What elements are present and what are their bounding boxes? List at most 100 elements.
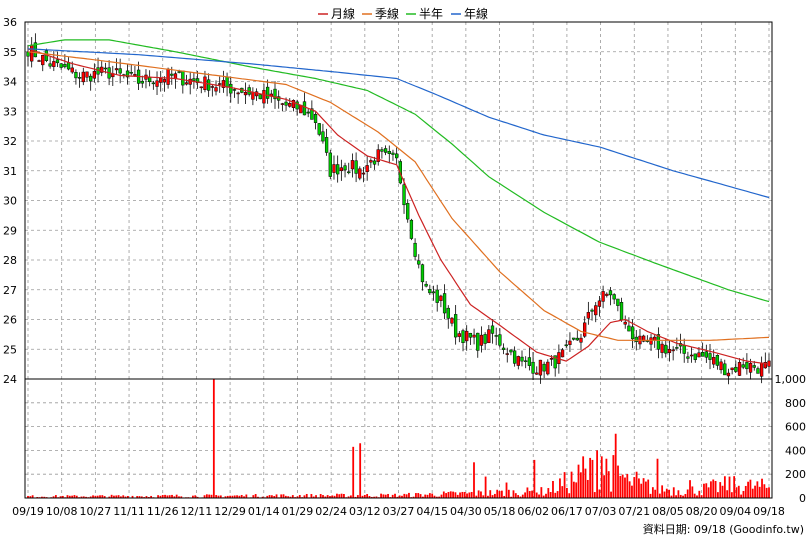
volume-bar <box>761 478 763 498</box>
candle-body <box>538 359 543 376</box>
volume-bar <box>684 494 687 498</box>
volume-bar <box>668 489 671 498</box>
volume-tick-label: 0 <box>799 492 806 505</box>
candle-body <box>505 353 509 355</box>
price-tick-label: 26 <box>3 314 17 327</box>
volume-bar <box>693 493 696 498</box>
volume-bar <box>603 475 605 498</box>
volume-bar <box>716 492 719 498</box>
volume-bar <box>528 491 531 498</box>
candle-body <box>262 90 266 104</box>
candle-body <box>748 362 753 373</box>
volume-bar <box>631 485 633 498</box>
candle-body <box>48 63 52 67</box>
volume-bar <box>161 495 164 498</box>
volume-bar <box>261 496 264 498</box>
candle-body <box>354 160 358 174</box>
candle-body <box>391 152 395 155</box>
candle-body <box>472 334 476 338</box>
volume-bar <box>686 489 689 498</box>
candle-body <box>369 160 373 163</box>
candle-body <box>616 298 620 306</box>
volume-bar <box>366 494 369 498</box>
volume-bar <box>324 496 327 498</box>
candle-body <box>63 64 67 68</box>
price-tick-label: 30 <box>3 195 17 208</box>
candle-body <box>560 349 565 358</box>
x-tick-label: 01/14 <box>248 505 280 518</box>
candle-body <box>435 289 439 303</box>
volume-bar <box>447 492 450 498</box>
volume-bar <box>579 472 582 498</box>
volume-bar <box>245 494 248 498</box>
ma-year-line <box>27 48 770 199</box>
volume-bar <box>82 496 85 498</box>
x-tick-label: 10/08 <box>46 505 78 518</box>
volume-bar <box>75 495 78 498</box>
candle-body <box>155 80 159 87</box>
legend: 月線 季線 半年 年線 <box>318 6 488 21</box>
volume-bar <box>521 494 524 498</box>
candle-body <box>365 165 369 172</box>
volume-bar <box>356 495 359 498</box>
candle-body <box>553 355 557 369</box>
volume-bar <box>675 495 677 498</box>
x-tick-label: 01/29 <box>282 505 314 518</box>
volume-bar <box>210 494 213 498</box>
candle-body <box>737 362 742 376</box>
candle-body <box>332 164 336 173</box>
candle-body <box>431 291 436 294</box>
candle-body <box>206 79 211 91</box>
candle-body <box>81 71 85 83</box>
price-tick-label: 32 <box>3 135 17 148</box>
volume-bar <box>310 494 313 498</box>
price-ticks: 24 25 26 27 28 29 30 31 32 33 34 35 36 <box>3 16 17 386</box>
volume-bar <box>456 494 459 498</box>
volume-bar <box>533 459 536 498</box>
volume-bar <box>754 485 756 498</box>
volume-bar <box>382 494 385 498</box>
candle-body <box>395 153 399 159</box>
volume-bar <box>651 487 654 498</box>
candle-body <box>575 337 579 341</box>
volume-bars <box>27 379 770 498</box>
candle-body <box>151 82 155 85</box>
candle-body <box>697 352 701 358</box>
candle-body <box>177 71 181 73</box>
volume-bar <box>238 495 241 498</box>
volume-bar <box>71 495 74 498</box>
volume-bar <box>421 496 424 498</box>
candle-body <box>402 184 406 206</box>
volume-tick-label: 800 <box>785 397 806 410</box>
x-tick-label: 09/19 <box>12 505 44 518</box>
volume-bar <box>454 492 457 498</box>
candle-body <box>719 361 723 371</box>
candle-body <box>686 356 690 359</box>
volume-bar <box>726 490 729 498</box>
candle-body <box>313 114 318 123</box>
volume-bar <box>27 495 29 498</box>
candle-body <box>671 349 675 352</box>
price-tick-label: 27 <box>3 284 17 297</box>
volume-bar <box>475 495 478 498</box>
candle-body <box>619 302 624 320</box>
volume-bar <box>689 480 691 498</box>
price-tick-label: 24 <box>3 373 17 386</box>
volume-bar <box>500 490 503 498</box>
volume-bar <box>607 471 610 498</box>
volume-bar <box>733 476 736 498</box>
candle-body <box>446 307 450 319</box>
volume-bar <box>173 496 176 498</box>
candle-body <box>265 86 270 99</box>
candle-body <box>162 79 167 83</box>
volume-bar <box>496 489 499 498</box>
volume-bar <box>254 494 257 498</box>
candle-body <box>649 337 653 345</box>
volume-bar <box>679 494 682 498</box>
volume-bar <box>682 495 684 498</box>
volume-bar <box>642 478 645 498</box>
volume-bar <box>405 494 408 498</box>
volume-bar <box>303 495 306 498</box>
candle-body <box>328 152 332 177</box>
